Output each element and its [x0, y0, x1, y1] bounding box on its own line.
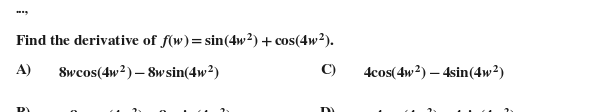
- Text: D): D): [320, 105, 336, 112]
- Text: $8w\cos(4w^2) - 8w\sin(4w^2)$: $8w\cos(4w^2) - 8w\sin(4w^2)$: [58, 63, 220, 81]
- Text: $4\cos(4w^2) - 4\sin(4w^2)$: $4\cos(4w^2) - 4\sin(4w^2)$: [363, 63, 504, 81]
- Text: $-8w\cos(4w^2) + 8w\sin(4w^2)$: $-8w\cos(4w^2) + 8w\sin(4w^2)$: [58, 105, 232, 112]
- Text: $-4\cos(4w^2) + 4\sin(4w^2)$: $-4\cos(4w^2) + 4\sin(4w^2)$: [363, 105, 516, 112]
- Text: A): A): [15, 63, 31, 76]
- Text: B): B): [15, 105, 31, 112]
- Text: C): C): [320, 63, 336, 76]
- Text: Find the derivative of  $f(w) = \sin(4w^2) + \cos(4w^2)$.: Find the derivative of $f(w) = \sin(4w^2…: [15, 31, 335, 51]
- Text: ...,: ...,: [15, 3, 28, 15]
